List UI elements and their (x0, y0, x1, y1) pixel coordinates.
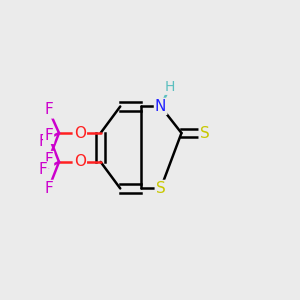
Text: H: H (165, 80, 175, 94)
Text: F: F (44, 181, 53, 196)
Text: O: O (74, 125, 86, 140)
Text: O: O (74, 154, 86, 169)
Text: F: F (44, 102, 53, 117)
Text: F: F (38, 134, 47, 148)
Text: F: F (44, 128, 53, 143)
Text: F: F (38, 163, 47, 178)
Text: S: S (156, 181, 166, 196)
Text: N: N (155, 99, 166, 114)
Text: F: F (44, 152, 53, 167)
Text: S: S (200, 125, 209, 140)
